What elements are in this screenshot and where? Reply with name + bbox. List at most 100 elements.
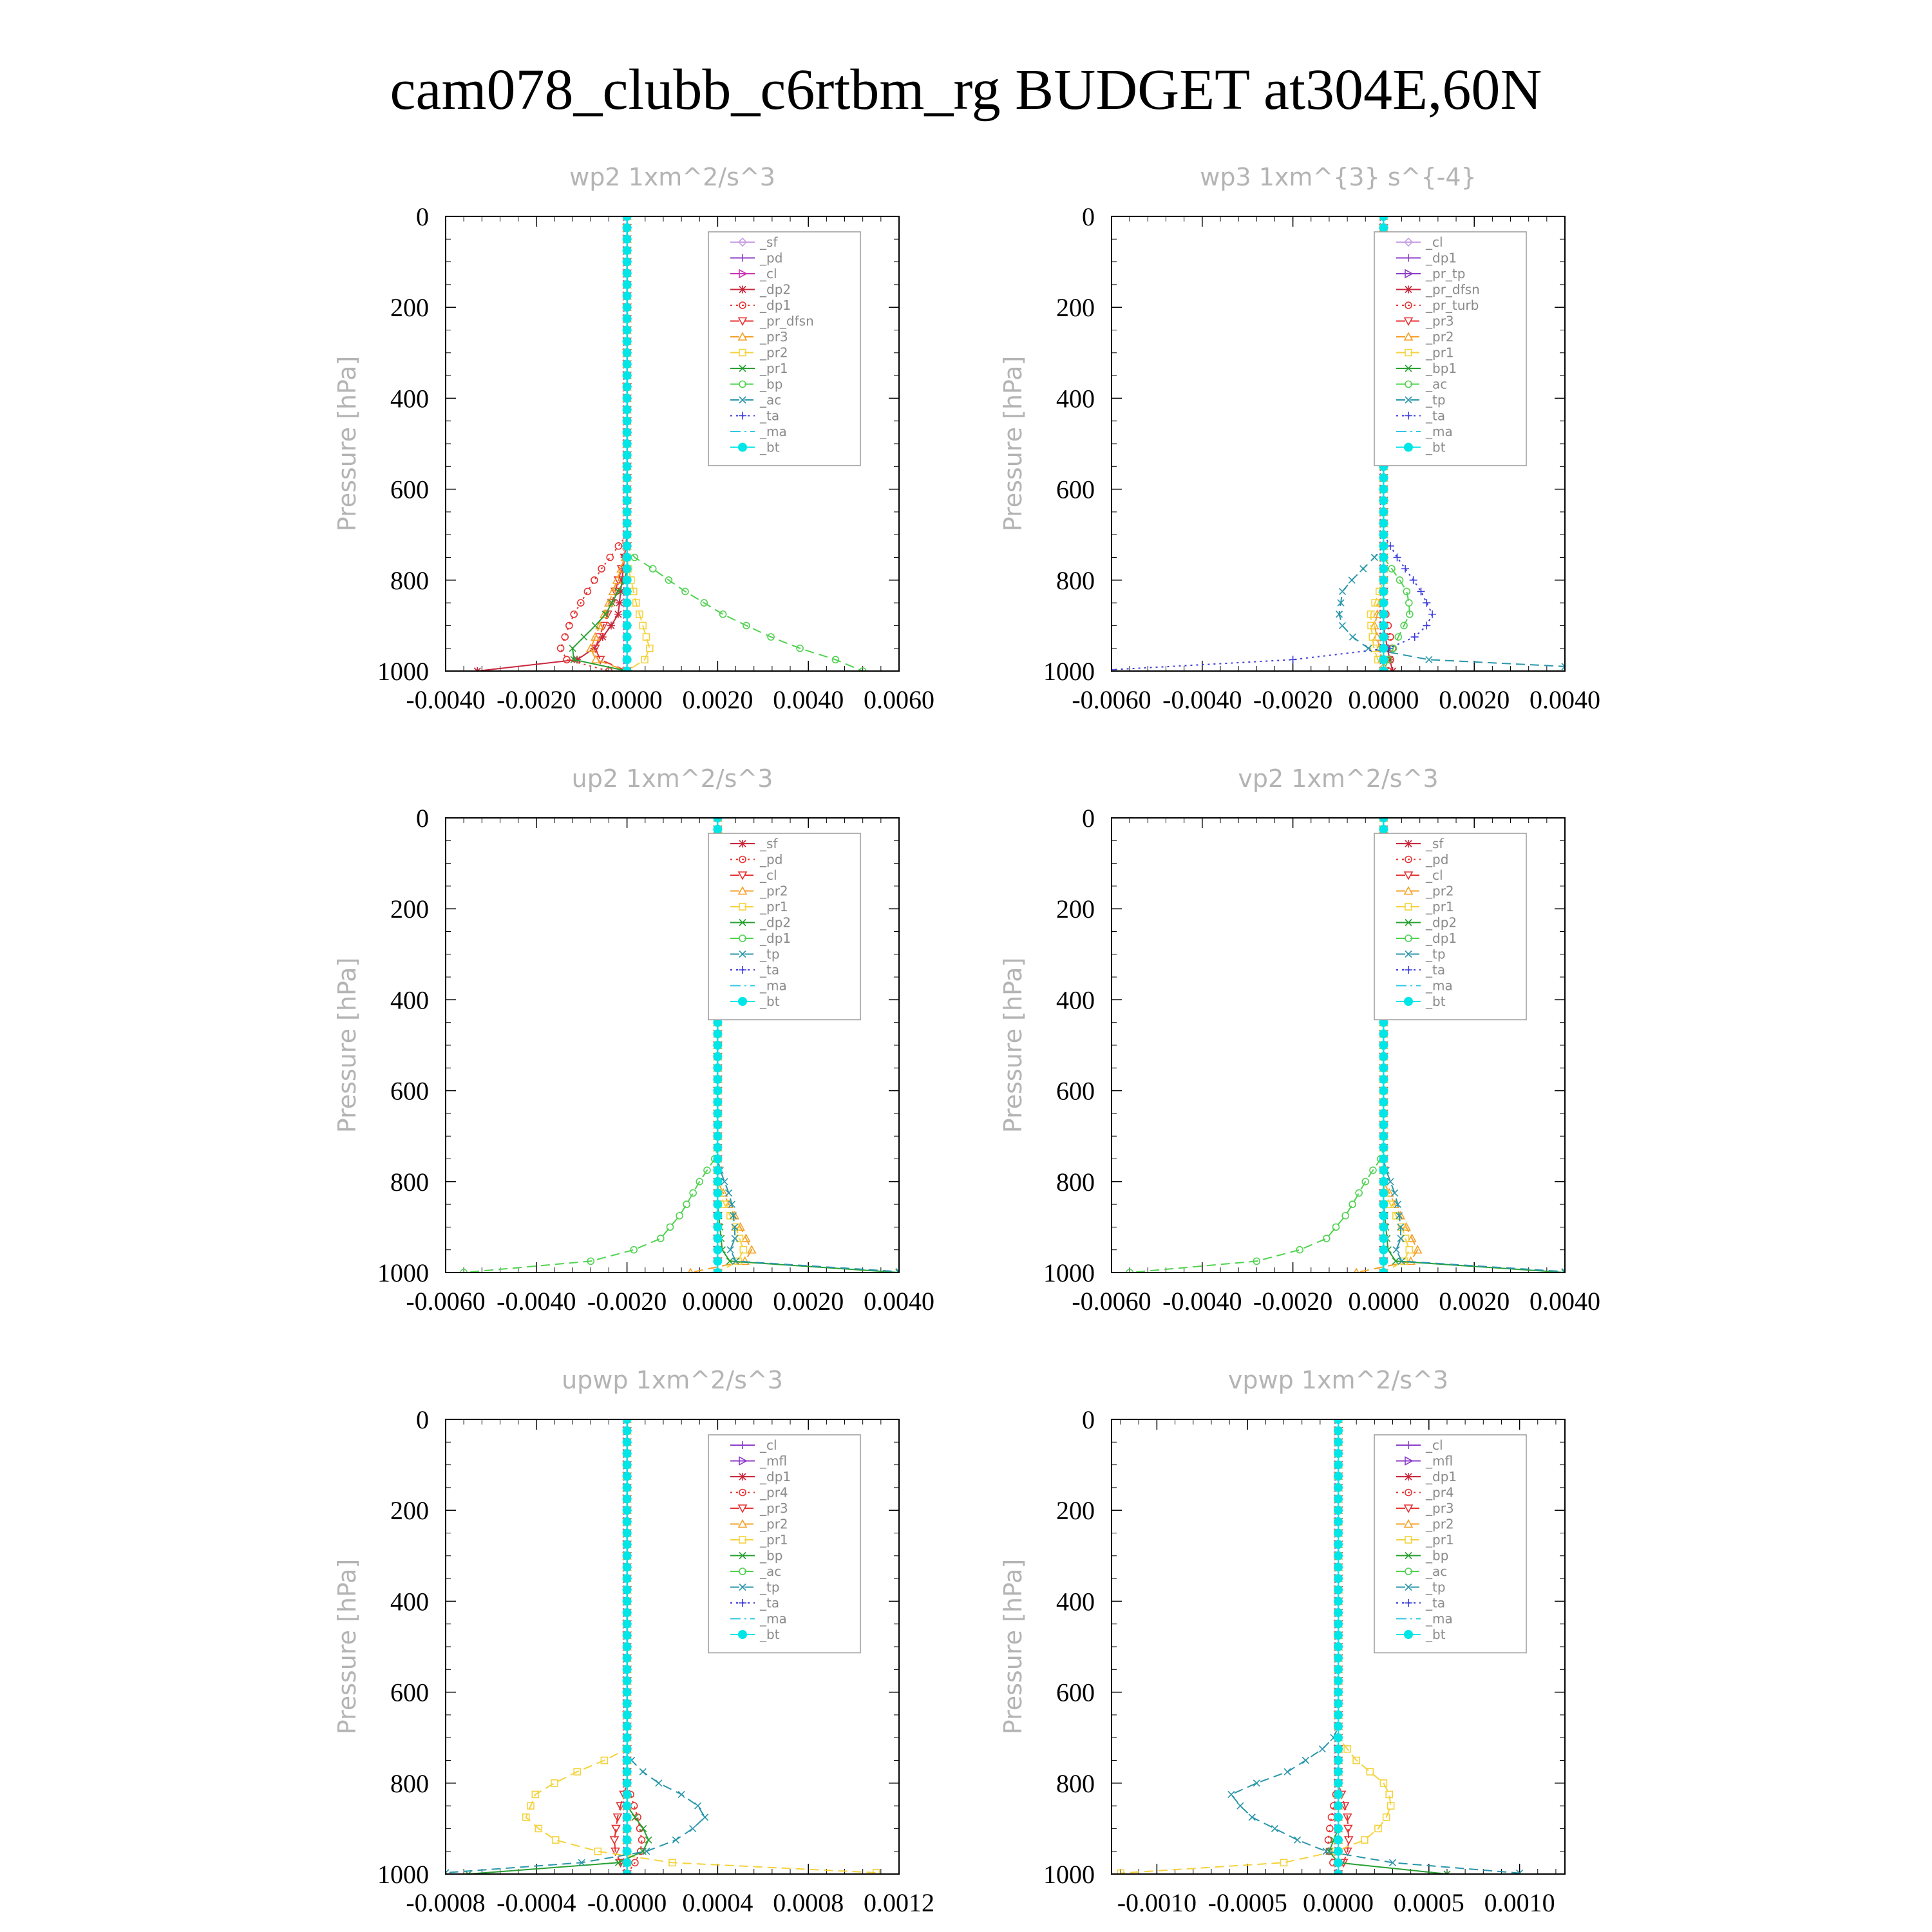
data-point bbox=[622, 1642, 632, 1651]
data-point bbox=[1379, 530, 1388, 540]
data-point bbox=[1379, 1120, 1388, 1130]
legend-marker bbox=[1405, 348, 1412, 357]
data-point bbox=[1334, 1733, 1343, 1743]
y-tick-label: 1000 bbox=[1043, 1258, 1095, 1287]
data-point bbox=[1379, 1188, 1388, 1198]
legend-marker bbox=[1405, 1441, 1412, 1449]
data-point bbox=[622, 359, 632, 369]
data-point bbox=[639, 1824, 647, 1832]
data-point bbox=[1396, 576, 1404, 584]
data-point bbox=[622, 632, 632, 642]
data-point bbox=[622, 371, 632, 381]
data-point bbox=[622, 609, 632, 619]
data-point bbox=[622, 473, 632, 482]
data-point bbox=[1379, 1222, 1388, 1232]
data-point bbox=[721, 1178, 728, 1186]
x-tick-label: 0.0040 bbox=[1530, 685, 1600, 714]
legend-label: _pr4 bbox=[759, 1485, 788, 1501]
data-point bbox=[607, 621, 615, 630]
y-tick-label: 800 bbox=[390, 566, 429, 595]
data-point bbox=[701, 1814, 709, 1821]
legend-marker bbox=[1405, 269, 1414, 279]
legend-label: _pr1 bbox=[1425, 345, 1454, 361]
data-point bbox=[591, 654, 601, 664]
legend-marker bbox=[1403, 332, 1414, 341]
data-point bbox=[1379, 1041, 1388, 1050]
data-point bbox=[639, 1768, 647, 1776]
data-point bbox=[1359, 565, 1367, 573]
data-point bbox=[643, 1848, 650, 1855]
data-point bbox=[1334, 1619, 1343, 1629]
data-point bbox=[622, 1619, 632, 1629]
x-tick-label: 0.0012 bbox=[864, 1888, 934, 1917]
data-point bbox=[683, 1200, 690, 1208]
data-point bbox=[1117, 1869, 1124, 1874]
series-group bbox=[1117, 1419, 1524, 1874]
series-line-pr1 bbox=[1121, 1419, 1392, 1874]
data-point bbox=[622, 1551, 632, 1560]
legend-label: _pr2 bbox=[759, 345, 788, 361]
panel-title: vpwp 1xm^2/s^3 bbox=[1228, 1366, 1448, 1394]
y-tick-label: 400 bbox=[1056, 985, 1095, 1014]
legend-label: _tp bbox=[1425, 392, 1446, 408]
legend-marker bbox=[1405, 285, 1412, 294]
data-point bbox=[719, 610, 727, 618]
data-point bbox=[1379, 667, 1388, 671]
legend-label: _ta bbox=[759, 962, 779, 978]
y-tick-label: 200 bbox=[390, 1496, 429, 1525]
y-tick-label: 600 bbox=[390, 1077, 429, 1106]
data-point bbox=[570, 656, 578, 663]
legend-marker bbox=[1405, 966, 1412, 974]
series-line-dp1 bbox=[1130, 818, 1385, 1273]
data-point bbox=[1379, 1063, 1388, 1073]
data-point bbox=[1318, 1745, 1326, 1753]
data-point bbox=[1334, 1721, 1343, 1731]
data-point bbox=[551, 1836, 560, 1844]
data-point bbox=[1126, 1269, 1133, 1273]
y-axis-label: Pressure [hPa] bbox=[333, 356, 361, 532]
data-point bbox=[1379, 216, 1388, 221]
data-point bbox=[1400, 621, 1408, 630]
y-tick-label: 800 bbox=[1056, 1769, 1095, 1798]
data-point bbox=[676, 1211, 683, 1220]
data-point bbox=[622, 621, 632, 630]
data-point bbox=[741, 1233, 751, 1242]
legend: _sf_pd_cl_pr2_pr1_dp2_dp1_tp_ta_ma_bt bbox=[708, 833, 861, 1021]
legend-marker bbox=[1405, 934, 1412, 942]
legend-label: _cl bbox=[1425, 234, 1443, 250]
data-point bbox=[1334, 1835, 1343, 1845]
y-tick-label: 200 bbox=[1056, 895, 1095, 923]
legend-marker bbox=[737, 871, 748, 880]
data-point bbox=[622, 575, 632, 585]
legend-box bbox=[1374, 833, 1527, 1021]
y-axis-label: Pressure [hPa] bbox=[999, 356, 1027, 532]
data-point bbox=[1396, 1212, 1403, 1220]
legend-marker bbox=[1405, 1567, 1412, 1575]
legend-label: _ac bbox=[759, 392, 781, 408]
legend-box bbox=[708, 1434, 861, 1654]
legend-marker bbox=[739, 269, 748, 279]
x-tick-label: 0.0040 bbox=[1530, 1287, 1600, 1316]
data-point bbox=[1379, 1154, 1388, 1164]
data-point bbox=[1355, 1189, 1363, 1197]
legend-label: _dp1 bbox=[759, 298, 791, 313]
data-point bbox=[614, 542, 623, 550]
legend-label: _ma bbox=[1425, 1611, 1453, 1627]
y-tick-label: 0 bbox=[416, 202, 429, 231]
data-point bbox=[1334, 1653, 1343, 1663]
data-point bbox=[728, 1200, 735, 1208]
x-tick-label: 0.0008 bbox=[773, 1888, 844, 1917]
data-point bbox=[665, 576, 673, 584]
data-point bbox=[1334, 1506, 1343, 1515]
data-point bbox=[622, 1631, 632, 1640]
series-line-dp2 bbox=[477, 216, 628, 671]
y-axis-label: Pressure [hPa] bbox=[999, 958, 1027, 1133]
y-tick-label: 600 bbox=[1056, 475, 1095, 504]
data-point bbox=[1366, 1768, 1374, 1776]
data-point bbox=[622, 1574, 632, 1584]
legend-label: _pd bbox=[1425, 852, 1448, 867]
data-point bbox=[713, 1120, 723, 1130]
data-point bbox=[556, 644, 565, 652]
legend-label: _ma bbox=[759, 424, 787, 439]
data-point bbox=[1334, 1419, 1343, 1424]
